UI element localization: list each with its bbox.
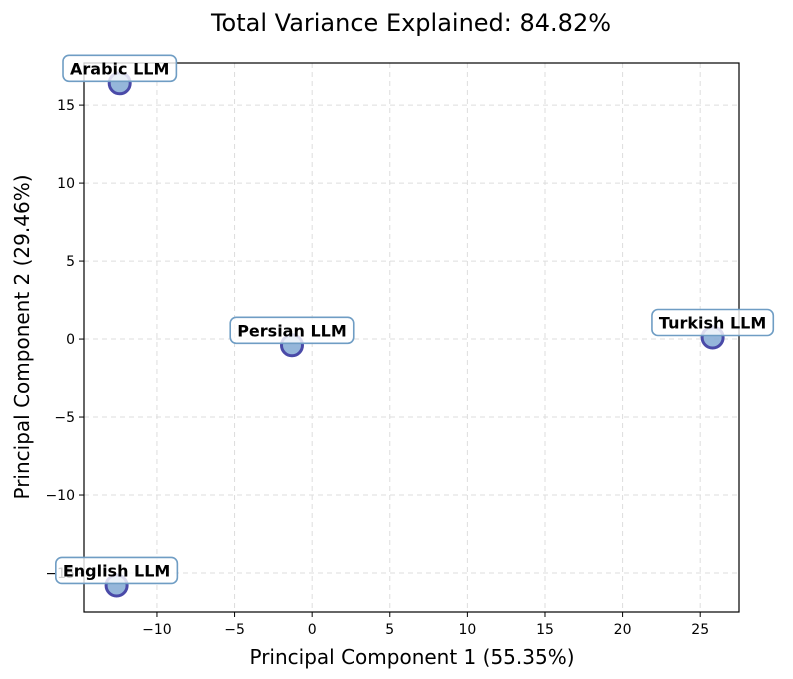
x-tick-label: −10: [142, 622, 172, 638]
point-label-box: [55, 556, 179, 585]
y-tick-label: −5: [54, 410, 75, 426]
point-label: Turkish LLM: [659, 314, 766, 333]
point-label: Arabic LLM: [70, 59, 169, 78]
y-tick-label: 5: [66, 254, 75, 270]
point-label-box: [651, 308, 775, 337]
chart-title: Total Variance Explained: 84.82%: [210, 9, 611, 37]
data-point-group: Turkish LLM: [651, 308, 775, 350]
x-tick-label: 25: [691, 622, 709, 638]
point-label: Persian LLM: [237, 321, 347, 340]
x-tick-label: 0: [308, 622, 317, 638]
y-tick-label: 15: [57, 98, 75, 114]
x-tick-label: 15: [536, 622, 554, 638]
y-tick-label: 0: [66, 332, 75, 348]
data-point-group: Arabic LLM: [62, 54, 178, 96]
point-label: English LLM: [63, 561, 171, 580]
data-point-group: English LLM: [55, 556, 179, 598]
x-tick-label: 10: [458, 622, 476, 638]
x-tick-label: 20: [614, 622, 632, 638]
y-axis-label: Principal Component 2 (29.46%): [10, 175, 34, 500]
points-layer: Arabic LLM Persian LLM Turkish LLM English …: [55, 54, 775, 598]
y-tick-label: 10: [57, 176, 75, 192]
x-tick-label: 5: [385, 622, 394, 638]
point-label-box: [229, 316, 355, 345]
grid-layer: [84, 63, 739, 612]
point-label-box: [62, 54, 178, 83]
data-point-group: Persian LLM: [229, 316, 355, 358]
plot-area-frame: [83, 62, 740, 613]
x-tick-label: −5: [224, 622, 245, 638]
x-axis-label: Principal Component 1 (55.35%): [250, 645, 575, 669]
y-tick-label: −10: [45, 488, 75, 504]
